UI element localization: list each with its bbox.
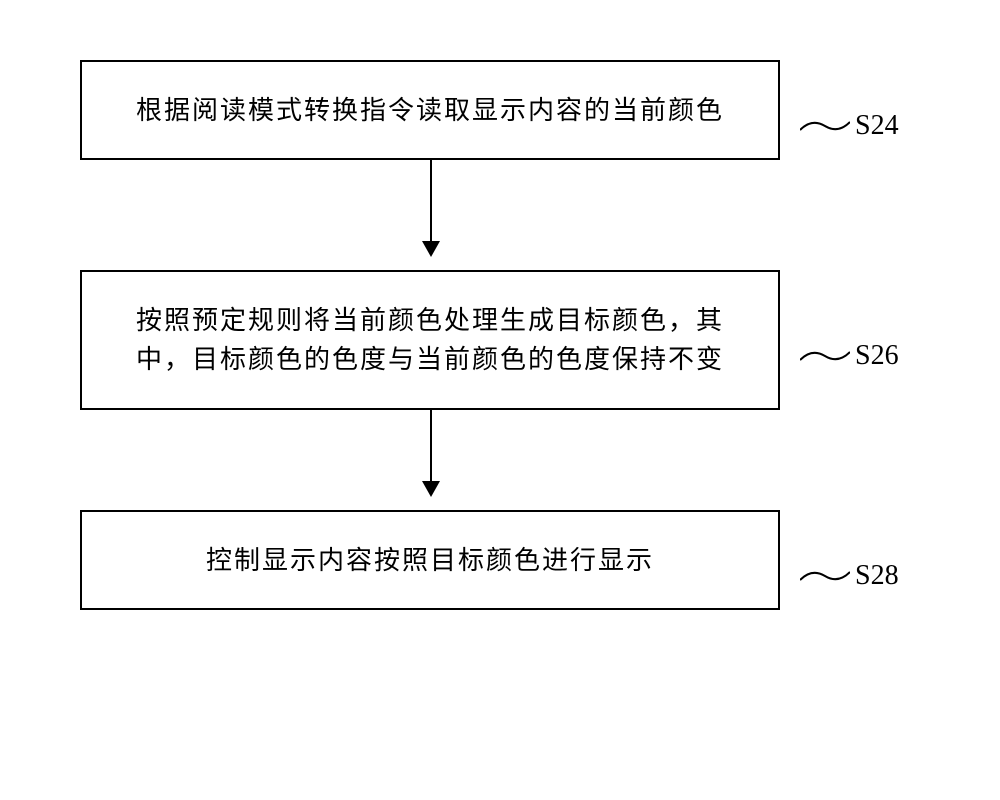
tilde-connector-icon (800, 566, 850, 586)
tilde-connector-icon (800, 346, 850, 366)
tilde-connector-icon (800, 116, 850, 136)
node-label-s24: S24 (800, 110, 899, 142)
label-text: S24 (855, 110, 899, 142)
flowchart-node-s24: 根据阅读模式转换指令读取显示内容的当前颜色 (80, 60, 780, 160)
flowchart-arrow (430, 160, 432, 255)
label-text: S28 (855, 560, 899, 592)
flowchart-arrow (430, 410, 432, 495)
node-label-s26: S26 (800, 340, 899, 372)
flowchart-node-s28: 控制显示内容按照目标颜色进行显示 (80, 510, 780, 610)
flowchart-node-s26: 按照预定规则将当前颜色处理生成目标颜色，其中，目标颜色的色度与当前颜色的色度保持… (80, 270, 780, 410)
node-text: 根据阅读模式转换指令读取显示内容的当前颜色 (136, 91, 724, 130)
label-text: S26 (855, 340, 899, 372)
node-text: 按照预定规则将当前颜色处理生成目标颜色，其中，目标颜色的色度与当前颜色的色度保持… (112, 301, 748, 379)
node-label-s28: S28 (800, 560, 899, 592)
node-text: 控制显示内容按照目标颜色进行显示 (206, 541, 654, 580)
